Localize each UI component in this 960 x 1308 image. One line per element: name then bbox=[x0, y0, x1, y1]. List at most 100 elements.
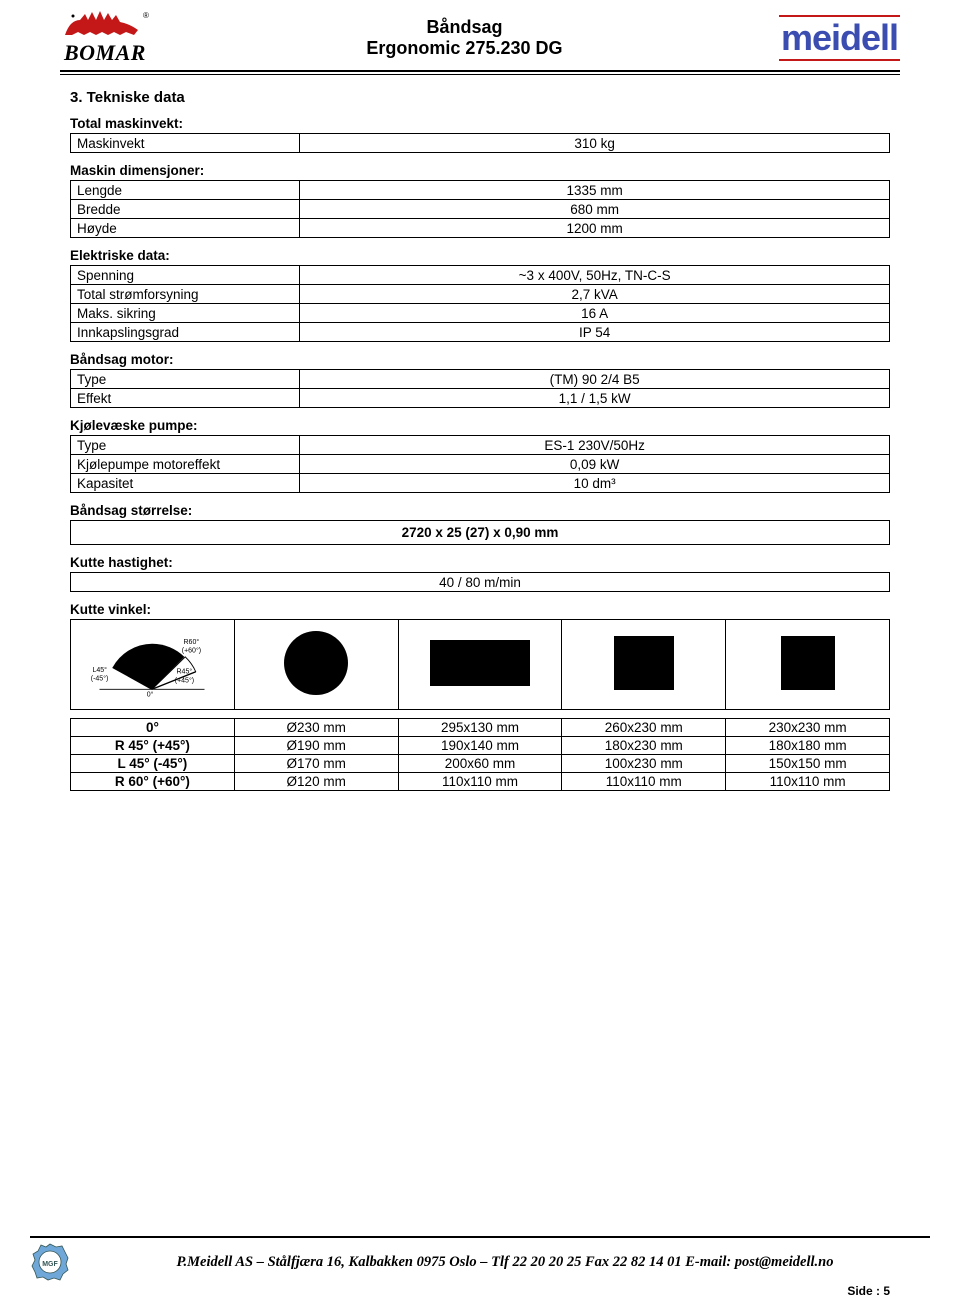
square-icon bbox=[781, 636, 835, 690]
cell-value: 16 A bbox=[300, 304, 890, 323]
blade-subtitle: Båndsag størrelse: bbox=[70, 503, 890, 518]
svg-text:(-45°): (-45°) bbox=[91, 675, 109, 683]
title-line-2: Ergonomic 275.230 DG bbox=[150, 38, 779, 59]
cell-label: Total strømforsyning bbox=[71, 285, 300, 304]
motor-table: Type(TM) 90 2/4 B5 Effekt1,1 / 1,5 kW bbox=[70, 369, 890, 408]
svg-text:(+45°): (+45°) bbox=[175, 676, 194, 684]
cell-value: (TM) 90 2/4 B5 bbox=[300, 370, 890, 389]
cell-value: ~3 x 400V, 50Hz, TN-C-S bbox=[300, 266, 890, 285]
motor-subtitle: Båndsag motor: bbox=[70, 352, 890, 367]
speed-table: 40 / 80 m/min bbox=[70, 572, 890, 592]
cell-value: 2,7 kVA bbox=[300, 285, 890, 304]
cell-label: Bredde bbox=[71, 200, 300, 219]
circle-icon bbox=[284, 631, 348, 695]
footer-text: P.Meidell AS – Stålfjæra 16, Kalbakken 0… bbox=[80, 1254, 930, 1271]
mgf-seal-icon: MGF bbox=[30, 1242, 70, 1282]
rectangle-tall-icon bbox=[614, 636, 674, 690]
angle-diagram-icon: L45° (-45°) 0° R45° (+45°) R60° (+60°) bbox=[82, 628, 222, 698]
blade-table: 2720 x 25 (27) x 0,90 mm bbox=[70, 520, 890, 545]
cell-value: 0,09 kW bbox=[300, 455, 890, 474]
cell-angle: 0° bbox=[71, 719, 235, 737]
page-header: ® BOMAR Båndsag Ergonomic 275.230 DG mei… bbox=[0, 0, 960, 70]
cell-label: Innkapslingsgrad bbox=[71, 323, 300, 342]
svg-text:R60°: R60° bbox=[184, 638, 200, 646]
svg-text:0°: 0° bbox=[147, 690, 154, 698]
section-title: 3. Tekniske data bbox=[70, 89, 890, 106]
footer-rule bbox=[30, 1236, 930, 1238]
shape-circle-cell bbox=[234, 620, 398, 710]
cell: 180x230 mm bbox=[562, 737, 726, 755]
cell: 180x180 mm bbox=[726, 737, 890, 755]
shape-square-cell bbox=[726, 620, 890, 710]
cut-capacity-table: 0° Ø230 mm 295x130 mm 260x230 mm 230x230… bbox=[70, 718, 890, 791]
cell-label: Høyde bbox=[71, 219, 300, 238]
angle-diagram-cell: L45° (-45°) 0° R45° (+45°) R60° (+60°) bbox=[71, 620, 235, 710]
title-line-1: Båndsag bbox=[150, 17, 779, 38]
shape-rect-cell bbox=[398, 620, 562, 710]
cell-label: Kjølepumpe motoreffekt bbox=[71, 455, 300, 474]
speed-value: 40 / 80 m/min bbox=[71, 573, 890, 592]
bomar-brand-text: BOMAR bbox=[64, 40, 146, 66]
shape-rect2-cell bbox=[562, 620, 726, 710]
svg-text:MGF: MGF bbox=[42, 1261, 58, 1268]
footer-row: MGF P.Meidell AS – Stålfjæra 16, Kalbakk… bbox=[30, 1242, 930, 1282]
cell-angle: L 45° (-45°) bbox=[71, 755, 235, 773]
stegosaurus-icon: ® bbox=[60, 10, 150, 40]
cell-value: IP 54 bbox=[300, 323, 890, 342]
cell-value: 1335 mm bbox=[300, 181, 890, 200]
cell: 100x230 mm bbox=[562, 755, 726, 773]
cell-label: Spenning bbox=[71, 266, 300, 285]
cell: 150x150 mm bbox=[726, 755, 890, 773]
electrical-table: Spenning~3 x 400V, 50Hz, TN-C-S Total st… bbox=[70, 265, 890, 342]
shapes-table: L45° (-45°) 0° R45° (+45°) R60° (+60°) bbox=[70, 619, 890, 710]
cell-label: Maskinvekt bbox=[71, 134, 300, 153]
page-number: Side : 5 bbox=[30, 1284, 930, 1298]
speed-subtitle: Kutte hastighet: bbox=[70, 555, 890, 570]
dimensions-table: Lengde1335 mm Bredde680 mm Høyde1200 mm bbox=[70, 180, 890, 238]
cell: Ø190 mm bbox=[234, 737, 398, 755]
cell: 110x110 mm bbox=[726, 773, 890, 791]
cell-label: Lengde bbox=[71, 181, 300, 200]
weight-subtitle: Total maskinvekt: bbox=[70, 116, 890, 131]
dimensions-subtitle: Maskin dimensjoner: bbox=[70, 163, 890, 178]
cell-value: 310 kg bbox=[300, 134, 890, 153]
cell-label: Maks. sikring bbox=[71, 304, 300, 323]
content-area: 3. Tekniske data Total maskinvekt: Maski… bbox=[0, 75, 960, 791]
cell-label: Type bbox=[71, 370, 300, 389]
cell-angle: R 60° (+60°) bbox=[71, 773, 235, 791]
cell: 110x110 mm bbox=[398, 773, 562, 791]
cell: Ø120 mm bbox=[234, 773, 398, 791]
cell-label: Type bbox=[71, 436, 300, 455]
cell: 260x230 mm bbox=[562, 719, 726, 737]
coolant-subtitle: Kjølevæske pumpe: bbox=[70, 418, 890, 433]
cell-value: ES-1 230V/50Hz bbox=[300, 436, 890, 455]
header-rule-thick bbox=[60, 70, 900, 72]
cell-value: 680 mm bbox=[300, 200, 890, 219]
cell: Ø230 mm bbox=[234, 719, 398, 737]
cell-value: 10 dm³ bbox=[300, 474, 890, 493]
electrical-subtitle: Elektriske data: bbox=[70, 248, 890, 263]
cell-angle: R 45° (+45°) bbox=[71, 737, 235, 755]
cell-label: Effekt bbox=[71, 389, 300, 408]
cell-value: 1200 mm bbox=[300, 219, 890, 238]
cell: 295x130 mm bbox=[398, 719, 562, 737]
svg-text:(+60°): (+60°) bbox=[182, 647, 201, 655]
svg-text:®: ® bbox=[143, 11, 149, 20]
page-footer: MGF P.Meidell AS – Stålfjæra 16, Kalbakk… bbox=[0, 1236, 960, 1308]
cell-value: 1,1 / 1,5 kW bbox=[300, 389, 890, 408]
cell: 190x140 mm bbox=[398, 737, 562, 755]
rectangle-icon bbox=[430, 640, 530, 686]
svg-text:R45°: R45° bbox=[177, 668, 193, 676]
header-title: Båndsag Ergonomic 275.230 DG bbox=[150, 17, 779, 59]
cell: 110x110 mm bbox=[562, 773, 726, 791]
blade-size-value: 2720 x 25 (27) x 0,90 mm bbox=[71, 521, 890, 545]
meidell-logo: meidell bbox=[779, 15, 900, 61]
bomar-logo: ® BOMAR bbox=[60, 10, 150, 66]
cell-label: Kapasitet bbox=[71, 474, 300, 493]
svg-text:L45°: L45° bbox=[93, 666, 108, 674]
angle-subtitle: Kutte vinkel: bbox=[70, 602, 890, 617]
cell: 200x60 mm bbox=[398, 755, 562, 773]
cell: 230x230 mm bbox=[726, 719, 890, 737]
weight-table: Maskinvekt310 kg bbox=[70, 133, 890, 153]
cell: Ø170 mm bbox=[234, 755, 398, 773]
